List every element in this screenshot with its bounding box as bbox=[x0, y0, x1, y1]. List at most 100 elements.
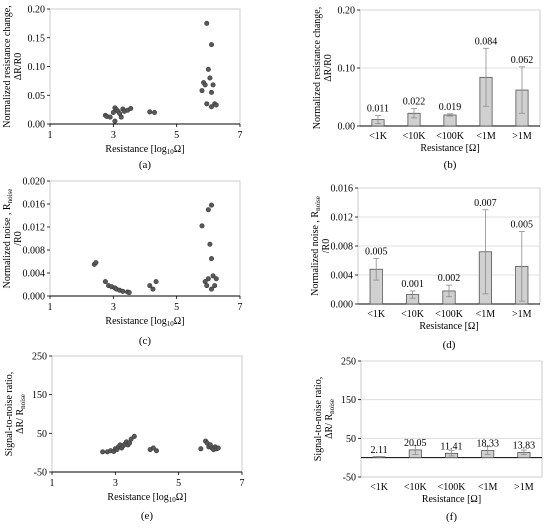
y-tick-label-d-4: 0.016 bbox=[331, 184, 354, 195]
y-tick-label-d-2: 0.008 bbox=[331, 242, 354, 253]
y-tick-label-a-2: 0.10 bbox=[28, 62, 46, 73]
x-tick-label-f-2: <100K bbox=[438, 482, 467, 493]
data-label-b-2: 0.019 bbox=[439, 102, 462, 113]
y-tick-label-a-1: 0.05 bbox=[28, 91, 46, 102]
data-point-c-19 bbox=[207, 241, 213, 247]
data-point-e-15 bbox=[131, 433, 137, 439]
caption-e: (e) bbox=[141, 510, 154, 522]
x-tick-label-f-3: <1M bbox=[478, 482, 498, 493]
y-tick-label-c-5: 0.020 bbox=[23, 177, 46, 188]
x-tick-label-d-0: <1K bbox=[367, 309, 386, 320]
y-axis-label-c-2: /R0 bbox=[13, 231, 24, 245]
y-tick-label-f-0: -50 bbox=[343, 473, 356, 484]
data-point-c-16 bbox=[204, 283, 210, 289]
x-tick-label-d-3: <1M bbox=[476, 309, 496, 320]
y-axis-label-b-1: Normalized resistance change, bbox=[312, 7, 323, 129]
data-point-e-17 bbox=[150, 445, 156, 451]
y-tick-label-d-0: 0.000 bbox=[331, 300, 354, 311]
y-tick-label-b-0: 0.00 bbox=[338, 122, 356, 133]
data-point-c-8 bbox=[120, 288, 126, 294]
y-tick-label-f-3: 250 bbox=[341, 357, 356, 368]
data-label-b-4: 0.062 bbox=[511, 55, 534, 66]
data-label-b-1: 0.022 bbox=[403, 97, 426, 108]
data-label-d-1: 0.001 bbox=[401, 279, 424, 290]
data-point-a-23 bbox=[209, 42, 215, 48]
x-axis-label-e: Resistance [log10Ω] bbox=[107, 492, 186, 504]
x-axis-label-f: Resistance [Ω] bbox=[422, 494, 481, 505]
data-label-f-1: 20.05 bbox=[404, 438, 427, 449]
data-point-a-27 bbox=[209, 104, 215, 110]
data-point-e-18 bbox=[154, 448, 160, 454]
data-label-b-0: 0.011 bbox=[367, 104, 389, 115]
x-tick-label-c-0: 1 bbox=[48, 302, 53, 313]
data-point-a-18 bbox=[202, 82, 208, 88]
x-tick-label-d-2: <100K bbox=[435, 309, 464, 320]
y-axis-label-e-1: Signal-to-noise ratio, bbox=[4, 372, 15, 456]
x-tick-label-e-2: 5 bbox=[176, 478, 181, 489]
y-tick-label-f-1: 50 bbox=[346, 434, 356, 445]
data-point-a-22 bbox=[207, 75, 213, 81]
y-tick-label-b-1: 0.10 bbox=[338, 64, 356, 75]
data-point-a-28 bbox=[213, 102, 219, 108]
data-label-f-4: 13.83 bbox=[513, 440, 536, 451]
data-label-f-0: 2.11 bbox=[371, 445, 388, 456]
x-tick-label-f-1: <10K bbox=[404, 482, 428, 493]
panel-d: 0.000 0.004 0.008 0.012 0.016 Normalized nois… bbox=[310, 184, 541, 351]
y-tick-label-d-3: 0.012 bbox=[331, 213, 354, 224]
caption-f: (f) bbox=[446, 511, 457, 523]
data-point-c-10 bbox=[126, 290, 132, 296]
x-tick-label-a-2: 5 bbox=[174, 130, 179, 141]
panel-a: 0.00 0.05 0.10 0.15 0.20 Normalized resistanc… bbox=[2, 5, 243, 172]
y-tick-label-f-2: 150 bbox=[341, 395, 356, 406]
data-point-a-20 bbox=[204, 101, 210, 107]
y-axis-label-f-1: Signal-to-noise ratio, bbox=[313, 377, 324, 461]
y-tick-label-e-0: -50 bbox=[34, 468, 47, 479]
panel-c: 0.000 0.004 0.008 0.012 0.016 0.020 Normalized… bbox=[2, 177, 243, 348]
data-point-c-22 bbox=[210, 273, 216, 279]
y-tick-label-e-2: 150 bbox=[32, 390, 47, 401]
y-tick-label-c-1: 0.004 bbox=[23, 269, 46, 280]
y-axis-label-f-2: ΔR/ Rnoise bbox=[324, 399, 336, 439]
y-tick-label-e-1: 50 bbox=[37, 429, 47, 440]
plot-frame-c bbox=[49, 180, 241, 297]
data-point-c-25 bbox=[209, 286, 215, 292]
data-point-c-20 bbox=[209, 256, 215, 262]
x-tick-label-b-1: <10K bbox=[403, 131, 427, 142]
y-tick-label-c-0: 0.000 bbox=[23, 292, 46, 303]
x-tick-label-d-4: >1M bbox=[512, 309, 532, 320]
x-tick-label-b-2: <100K bbox=[436, 131, 465, 142]
x-tick-label-a-1: 3 bbox=[111, 130, 116, 141]
data-point-a-3 bbox=[110, 110, 116, 116]
data-label-d-2: 0.002 bbox=[438, 273, 461, 284]
data-point-a-16 bbox=[199, 88, 205, 94]
data-point-a-13 bbox=[128, 105, 134, 111]
data-point-c-2 bbox=[102, 279, 108, 285]
x-tick-label-c-2: 5 bbox=[174, 302, 179, 313]
x-axis-label-b: Resistance [Ω] bbox=[420, 143, 479, 154]
bar-b-2 bbox=[443, 114, 457, 127]
panel-f: -50 50 150 250 Signal-to-noise ratio, ΔR/ Rno… bbox=[313, 357, 543, 523]
y-tick-label-a-3: 0.15 bbox=[28, 33, 46, 44]
panel-e: -50 50 150 250 Signal-to-noise ratio, ΔR/ Rno… bbox=[4, 352, 245, 523]
y-axis-label-a-2: ΔR/R0 bbox=[13, 53, 24, 81]
data-point-e-0 bbox=[100, 449, 106, 455]
y-axis-label-b-2: ΔR/R0 bbox=[323, 54, 334, 82]
y-tick-label-a-4: 0.20 bbox=[28, 5, 46, 16]
data-point-a-7 bbox=[112, 118, 118, 124]
y-tick-label-e-3: 250 bbox=[32, 352, 47, 363]
x-tick-label-e-0: 1 bbox=[50, 478, 55, 489]
y-tick-label-c-3: 0.012 bbox=[23, 223, 46, 234]
x-tick-label-e-1: 3 bbox=[113, 478, 118, 489]
data-point-c-12 bbox=[150, 286, 156, 292]
data-point-c-1 bbox=[93, 260, 99, 266]
x-tick-label-d-1: <10K bbox=[401, 309, 425, 320]
caption-b: (b) bbox=[444, 159, 457, 171]
y-tick-label-d-1: 0.004 bbox=[331, 271, 354, 282]
plot-frame-f bbox=[360, 360, 543, 478]
y-axis-label-c-1: Normalized noise , Rnoise bbox=[2, 189, 14, 289]
data-point-c-13 bbox=[153, 279, 159, 285]
x-tick-label-a-0: 1 bbox=[48, 130, 53, 141]
data-point-e-19 bbox=[198, 446, 204, 452]
x-tick-label-e-3: 7 bbox=[240, 478, 245, 489]
data-point-a-24 bbox=[209, 89, 215, 95]
